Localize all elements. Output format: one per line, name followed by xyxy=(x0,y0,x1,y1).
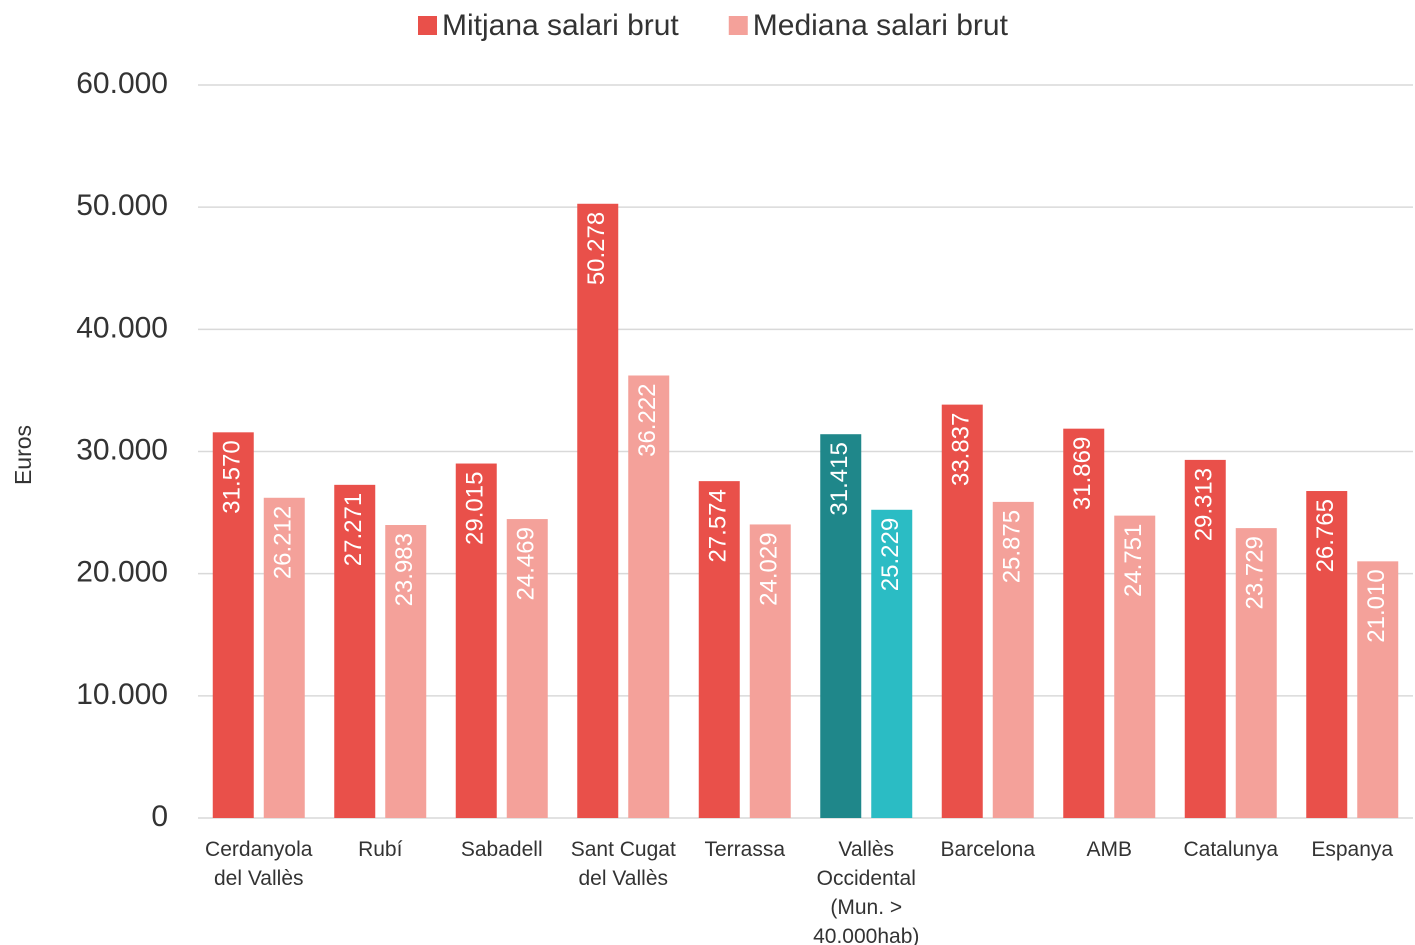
x-tick-label: Espanya xyxy=(1311,838,1394,861)
value-label: 31.570 xyxy=(219,440,246,513)
x-tick-label: Terrassa xyxy=(704,838,786,861)
bar xyxy=(455,463,497,818)
bar xyxy=(334,484,376,818)
value-label: 27.271 xyxy=(340,493,367,566)
y-tick-label: 40.000 xyxy=(76,311,168,344)
bar xyxy=(749,524,791,818)
legend-swatch xyxy=(728,16,748,35)
bar xyxy=(992,501,1034,818)
value-label: 25.229 xyxy=(877,518,904,591)
bar xyxy=(1306,491,1348,818)
y-axis-title: Euros xyxy=(10,425,36,485)
y-tick-label: 10.000 xyxy=(76,678,168,711)
value-label: 27.574 xyxy=(705,489,732,562)
bar xyxy=(698,481,740,818)
bar xyxy=(385,525,427,818)
value-label: 24.751 xyxy=(1120,524,1147,597)
x-tick-label: Sabadell xyxy=(460,838,543,861)
y-tick-label: 0 xyxy=(151,800,168,833)
legend-label: Mediana salari brut xyxy=(753,9,1009,42)
y-tick-label: 50.000 xyxy=(76,189,168,222)
bar xyxy=(263,497,305,818)
value-label: 36.222 xyxy=(634,383,661,456)
bar xyxy=(1063,428,1105,818)
bar xyxy=(1235,528,1277,818)
value-label: 29.015 xyxy=(462,472,489,545)
x-tick-label: Cerdanyola del Vallès xyxy=(205,838,313,890)
bar xyxy=(1357,561,1399,818)
value-label: 24.029 xyxy=(756,532,783,605)
y-tick-label: 20.000 xyxy=(76,556,168,589)
x-tick-label: Vallès Occidental (Mun. > 40.000hab) xyxy=(813,838,920,945)
bar xyxy=(1114,515,1156,818)
bar xyxy=(577,203,619,818)
bar xyxy=(1184,459,1226,818)
value-label: 25.875 xyxy=(999,510,1026,583)
bar xyxy=(628,375,670,818)
value-label: 50.278 xyxy=(583,212,610,285)
value-label: 26.212 xyxy=(270,506,297,579)
value-label: 21.010 xyxy=(1363,569,1390,642)
value-label: 24.469 xyxy=(513,527,540,600)
value-label: 33.837 xyxy=(948,413,975,486)
value-label: 23.729 xyxy=(1242,536,1269,609)
bar xyxy=(506,519,548,818)
bar xyxy=(941,404,983,818)
legend-label: Mitjana salari brut xyxy=(442,9,679,42)
bar xyxy=(212,432,254,818)
y-tick-label: 30.000 xyxy=(76,433,168,466)
x-tick-label: AMB xyxy=(1086,838,1132,861)
x-tick-label: Barcelona xyxy=(940,838,1036,861)
value-label: 31.415 xyxy=(826,442,853,515)
value-label: 29.313 xyxy=(1191,468,1218,541)
value-label: 26.765 xyxy=(1312,499,1339,572)
bar xyxy=(820,434,862,818)
x-tick-label: Sant Cugat del Vallès xyxy=(570,838,676,890)
x-tick-label: Rubí xyxy=(358,838,403,861)
x-tick-label: Catalunya xyxy=(1183,838,1279,861)
value-label: 31.869 xyxy=(1069,437,1096,510)
y-tick-label: 60.000 xyxy=(76,67,168,100)
bar xyxy=(871,509,913,818)
value-label: 23.983 xyxy=(391,533,418,606)
legend-swatch xyxy=(418,16,437,35)
